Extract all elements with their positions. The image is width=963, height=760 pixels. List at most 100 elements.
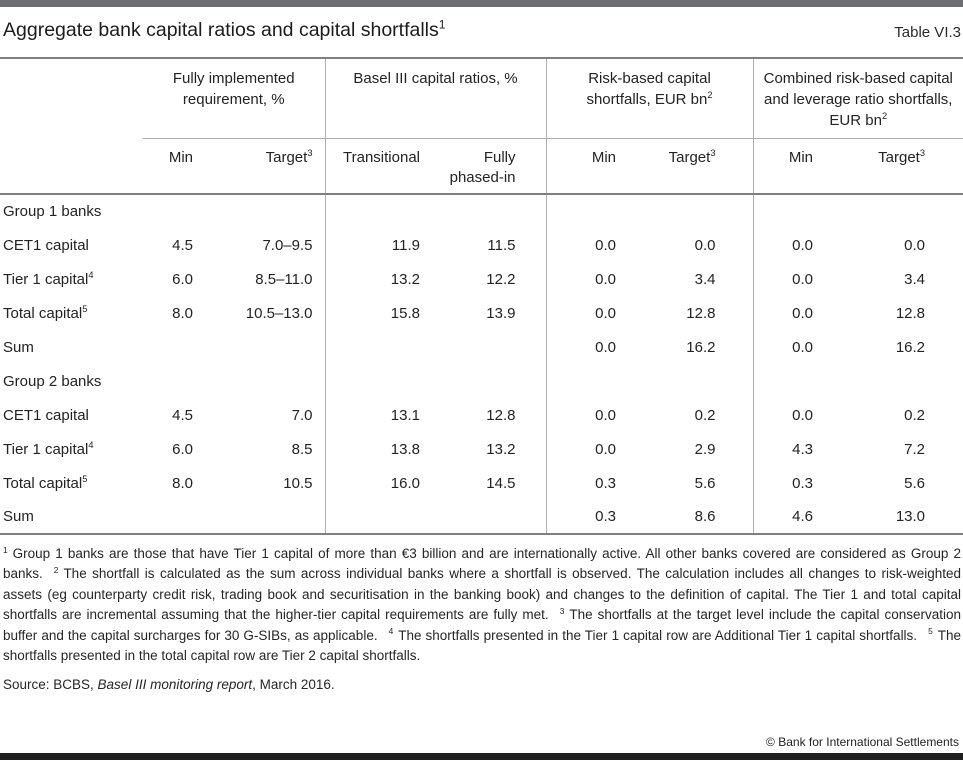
table-row: Tier 1 capital4 6.0 8.5–11.0 13.2 12.2 0.0 3.… (0, 262, 963, 296)
cell (230, 330, 325, 364)
footnote-marker: 4 (388, 626, 394, 637)
row-label: CET1 capital (3, 236, 89, 254)
cell (435, 330, 546, 364)
cell (324, 500, 435, 535)
footnote-marker: 2 (53, 564, 59, 575)
cell: 0.0 (694, 236, 716, 254)
table-row: Total capital5 8.0 10.5 16.0 14.5 0.3 5.6 0.3 5… (0, 466, 963, 500)
col-header-target-1: Target3 (230, 138, 325, 195)
cell: 7.0–9.5 (262, 236, 313, 254)
cell: 10.5 (283, 474, 313, 492)
cell: 8.5–11.0 (255, 270, 313, 288)
cell: 10.5–13.0 (245, 304, 313, 322)
cell: 2.9 (694, 440, 716, 458)
page-title: Aggregate bank capital ratios and capita… (3, 16, 445, 44)
row-label: Tier 1 capital4 (3, 269, 94, 288)
cell: 6.0 (172, 270, 193, 288)
cell: 8.0 (172, 304, 193, 322)
cell: 0.0 (752, 262, 858, 296)
section-label: Group 1 banks (3, 203, 102, 220)
table-number: Table VI.3 (894, 24, 961, 41)
cell: 13.9 (486, 304, 516, 322)
cell: 0.0 (545, 296, 650, 330)
footnote-text: Group 1 banks are those that have Tier 1… (3, 546, 961, 582)
cell: 0.0 (752, 296, 858, 330)
col-header-fully-phased-in: Fully phased-in (435, 138, 546, 195)
cell: 8.6 (650, 500, 753, 535)
section-row-group-1: Group 1 banks (0, 194, 963, 228)
col-header-target-2: Target3 (650, 138, 753, 195)
column-group-header-row: Fully implemented requirement, % Basel I… (0, 59, 963, 139)
row-label: Total capital5 (3, 473, 88, 492)
cell: 0.0 (545, 330, 650, 364)
cell: 16.2 (686, 338, 716, 356)
cell (545, 364, 650, 398)
row-label: Total capital5 (3, 303, 88, 322)
cell: 13.1 (324, 398, 435, 432)
cell (324, 364, 435, 398)
corner-cell (0, 59, 143, 138)
cell: 16.0 (324, 466, 435, 500)
footnote-text: The shortfalls presented in the total ca… (3, 627, 961, 664)
cell: 16.2 (895, 338, 926, 356)
sub-header-row: Min Target3 Transitional Fully phased-in… (0, 138, 963, 195)
footnote-text: The shortfalls at the target level inclu… (3, 607, 962, 643)
cell: 4.5 (172, 236, 193, 254)
footnote-marker: 3 (559, 605, 565, 616)
cell: 12.8 (895, 304, 926, 322)
cell: 0.0 (752, 398, 858, 432)
cell: 4.5 (172, 406, 193, 424)
cell: 13.2 (486, 440, 516, 458)
cell (858, 364, 963, 398)
footnote-marker: 5 (928, 626, 933, 637)
row-label: Sum (3, 338, 34, 356)
cell (230, 364, 325, 398)
footnote-text: The shortfall is calculated as the sum a… (3, 566, 961, 623)
cell: 0.0 (545, 262, 650, 296)
cell: 0.0 (904, 236, 926, 254)
source-line: Source: BCBS, Basel III monitoring repor… (3, 677, 335, 693)
page-bottom-border-bar (0, 753, 963, 760)
cell: 12.8 (486, 406, 516, 424)
row-label: Tier 1 capital4 (3, 439, 94, 458)
cell: 11.5 (487, 236, 516, 254)
title-row: Aggregate bank capital ratios and capita… (0, 0, 963, 59)
page-top-border-bar (0, 0, 963, 7)
group-header-combined-shortfalls: Combined risk-based capital and leverage… (752, 59, 963, 139)
cell: 0.0 (545, 228, 650, 262)
col-header-min-1: Min (143, 138, 230, 195)
page-title-text: Aggregate bank capital ratios and capita… (3, 19, 439, 41)
cell (650, 364, 753, 398)
cell: 12.2 (486, 270, 516, 288)
cell (858, 194, 963, 228)
cell (435, 194, 546, 228)
table-row: Total capital5 8.0 10.5–13.0 15.8 13.9 0.0 12… (0, 296, 963, 330)
table-row: Tier 1 capital4 6.0 8.5 13.8 13.2 0.0 2.9 4.3 7… (0, 432, 963, 466)
cell: 12.8 (686, 304, 716, 322)
cell: 3.4 (694, 270, 716, 288)
cell: 4.3 (752, 432, 858, 466)
cell: 13.2 (324, 262, 435, 296)
cell: 15.8 (324, 296, 435, 330)
footnotes-block: 1 Group 1 banks are those that have Tier … (3, 544, 961, 666)
cell (143, 364, 230, 398)
copyright-notice: © Bank for International Settlements (766, 735, 959, 749)
title-footnote-marker: 1 (438, 17, 446, 32)
cell (143, 194, 230, 228)
cell: 8.0 (172, 474, 193, 492)
row-label: CET1 capital (3, 406, 89, 424)
group-header-risk-based-shortfalls: Risk-based capital shortfalls, EUR bn2 (545, 59, 753, 139)
cell: 6.0 (172, 440, 193, 458)
table-row: CET1 capital 4.5 7.0 13.1 12.8 0.0 0.2 0.0 0.2 (0, 398, 963, 432)
cell (435, 500, 546, 535)
cell: 0.3 (752, 466, 858, 500)
col-header-transitional: Transitional (324, 138, 435, 195)
cell (143, 330, 230, 364)
group-header-fully-implemented: Fully implemented requirement, % (143, 59, 325, 139)
cell: 8.5 (291, 440, 313, 458)
cell (435, 364, 546, 398)
cell: 5.6 (694, 474, 716, 492)
cell: 0.2 (904, 406, 926, 424)
cell: 0.0 (545, 432, 650, 466)
